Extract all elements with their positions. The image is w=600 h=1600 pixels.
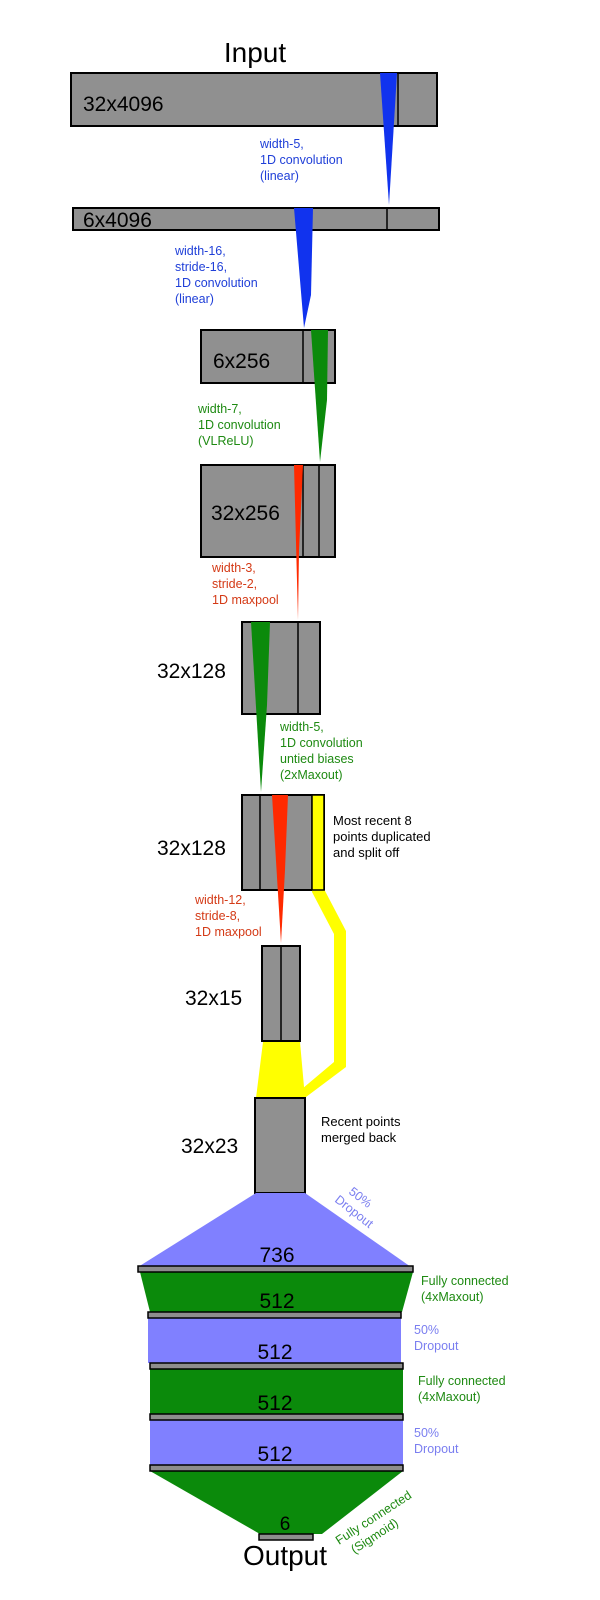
- fully-connected-region-2: [150, 1368, 403, 1414]
- dense-bar-512-a: [147, 1311, 402, 1319]
- layer-label: 32x256: [211, 502, 280, 525]
- layer-label: 32x128: [157, 837, 226, 860]
- op-dropout-2: 50% Dropout: [414, 1323, 459, 1353]
- layer-label: 32x15: [185, 987, 242, 1010]
- op-conv-width7-vlrelu: width-7, 1D convolution (VLReLU): [197, 402, 284, 448]
- dense-bar-512-b: [149, 1362, 404, 1370]
- dense-label: 6: [280, 1514, 291, 1535]
- op-maxpool-width12: width-12, stride-8, 1D maxpool: [194, 893, 262, 939]
- layer-label: 32x23: [181, 1135, 238, 1158]
- conv-wedge-width7-vlrelu: [311, 330, 328, 462]
- recent-points-slice: [311, 794, 325, 891]
- layer-32x4096: [70, 72, 438, 127]
- conv-wedge-width5-linear: [380, 73, 397, 205]
- layer-32x256: [200, 464, 336, 558]
- op-conv-width5-maxout: width-5, 1D convolution untied biases (2…: [279, 720, 366, 782]
- op-conv-width16-linear: width-16, stride-16, 1D convolution (lin…: [174, 244, 261, 306]
- dense-bar-6: [258, 1533, 314, 1541]
- layer-label: 6x4096: [83, 209, 152, 232]
- recent-points-merge: [256, 1042, 305, 1098]
- layer-label: 6x256: [213, 350, 270, 373]
- op-fully-connected-2: Fully connected (4xMaxout): [418, 1374, 509, 1404]
- fully-connected-region-out: [150, 1471, 403, 1534]
- fully-connected-region-1: [140, 1272, 413, 1312]
- dense-label: 512: [259, 1290, 294, 1313]
- dropout-region-diag: [138, 1193, 411, 1267]
- op-dropout-3: 50% Dropout: [414, 1426, 459, 1456]
- layer-label: 32x128: [157, 660, 226, 683]
- dense-label: 512: [257, 1443, 292, 1466]
- dropout-region-3: [150, 1419, 403, 1465]
- dense-bar-512-c: [149, 1413, 404, 1421]
- layer-32x23: [254, 1097, 306, 1194]
- note-recent-points-merged: Recent points merged back: [321, 1114, 404, 1145]
- conv-wedge-width5-maxout: [251, 622, 270, 792]
- op-fully-connected-1: Fully connected (4xMaxout): [421, 1274, 512, 1304]
- input-title: Input: [224, 37, 286, 68]
- output-title: Output: [243, 1540, 327, 1571]
- op-conv-width5-linear: width-5, 1D convolution (linear): [259, 137, 346, 183]
- op-maxpool-width3: width-3, stride-2, 1D maxpool: [211, 561, 279, 607]
- note-recent-points-split: Most recent 8 points duplicated and spli…: [333, 813, 434, 860]
- dense-bar-736: [137, 1265, 414, 1273]
- layer-label: 32x4096: [83, 93, 164, 116]
- layer-6x4096: [72, 207, 440, 231]
- dense-label: 512: [257, 1341, 292, 1364]
- dense-bar-512-d: [149, 1464, 404, 1472]
- maxpool-wedge-width3: [294, 465, 303, 620]
- dropout-region-2: [148, 1317, 401, 1363]
- dense-label: 512: [257, 1392, 292, 1415]
- conv-wedge-width16-linear: [294, 208, 313, 328]
- maxpool-wedge-width12: [272, 795, 288, 943]
- dense-label: 736: [259, 1244, 294, 1267]
